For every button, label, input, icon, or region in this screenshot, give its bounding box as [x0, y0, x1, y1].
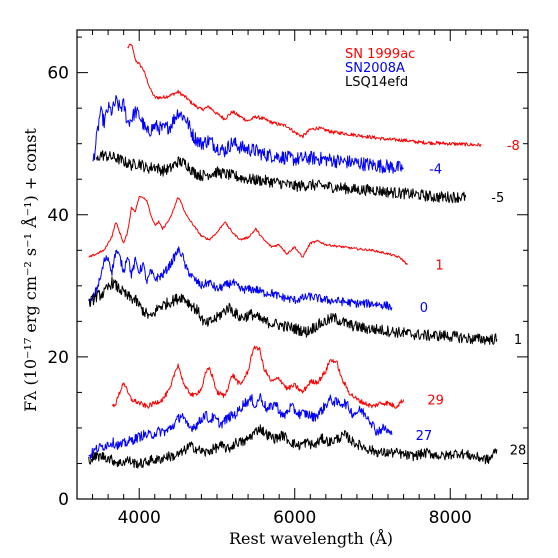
x-tick-label: 8000: [429, 508, 472, 528]
epoch-label: 0: [420, 301, 428, 316]
epoch-labels: -8 -4 -5 1 0 1 29 27 28: [416, 139, 527, 458]
spectrum-line: [88, 276, 498, 345]
legend-entry: SN 1999ac: [345, 47, 415, 62]
epoch-label: -4: [429, 163, 442, 178]
x-tick-label: 6000: [273, 508, 316, 528]
spectrum-line: [88, 393, 393, 460]
legend-entry: LSQ14efd: [345, 75, 408, 90]
spectrum-line: [111, 345, 405, 409]
epoch-label: 29: [427, 394, 444, 409]
y-tick-label: 20: [47, 348, 69, 368]
spectrum-line: [88, 195, 408, 265]
x-tick-label: 4000: [118, 508, 161, 528]
spectrum-line: [88, 424, 498, 469]
spectrum-line: [92, 95, 404, 174]
spectrum-line: [88, 246, 393, 311]
y-tick-label: 40: [47, 206, 69, 226]
epoch-label: -8: [507, 139, 520, 154]
y-tick-label: 60: [47, 64, 69, 84]
epoch-label: 1: [514, 333, 522, 348]
series-layer: [88, 43, 498, 469]
epoch-label: 28: [510, 443, 527, 458]
spectrum-line: [95, 150, 467, 204]
axis-ticks: 4000 6000 8000 0 20 40 60: [47, 30, 529, 528]
plot-border: [76, 29, 529, 500]
epoch-label: 1: [435, 259, 443, 274]
legend-entry: SN2008A: [345, 61, 405, 76]
x-axis-label: Rest wavelength (Å): [229, 528, 393, 548]
plot-frame: [76, 29, 529, 500]
spectrum-line: [127, 43, 482, 147]
y-tick-label: 0: [58, 490, 69, 510]
epoch-label: 27: [416, 429, 433, 444]
epoch-label: -5: [491, 191, 504, 206]
y-axis-label: Fλ (10⁻¹⁷ erg cm⁻² s⁻¹ Å⁻¹) + const: [20, 128, 40, 412]
